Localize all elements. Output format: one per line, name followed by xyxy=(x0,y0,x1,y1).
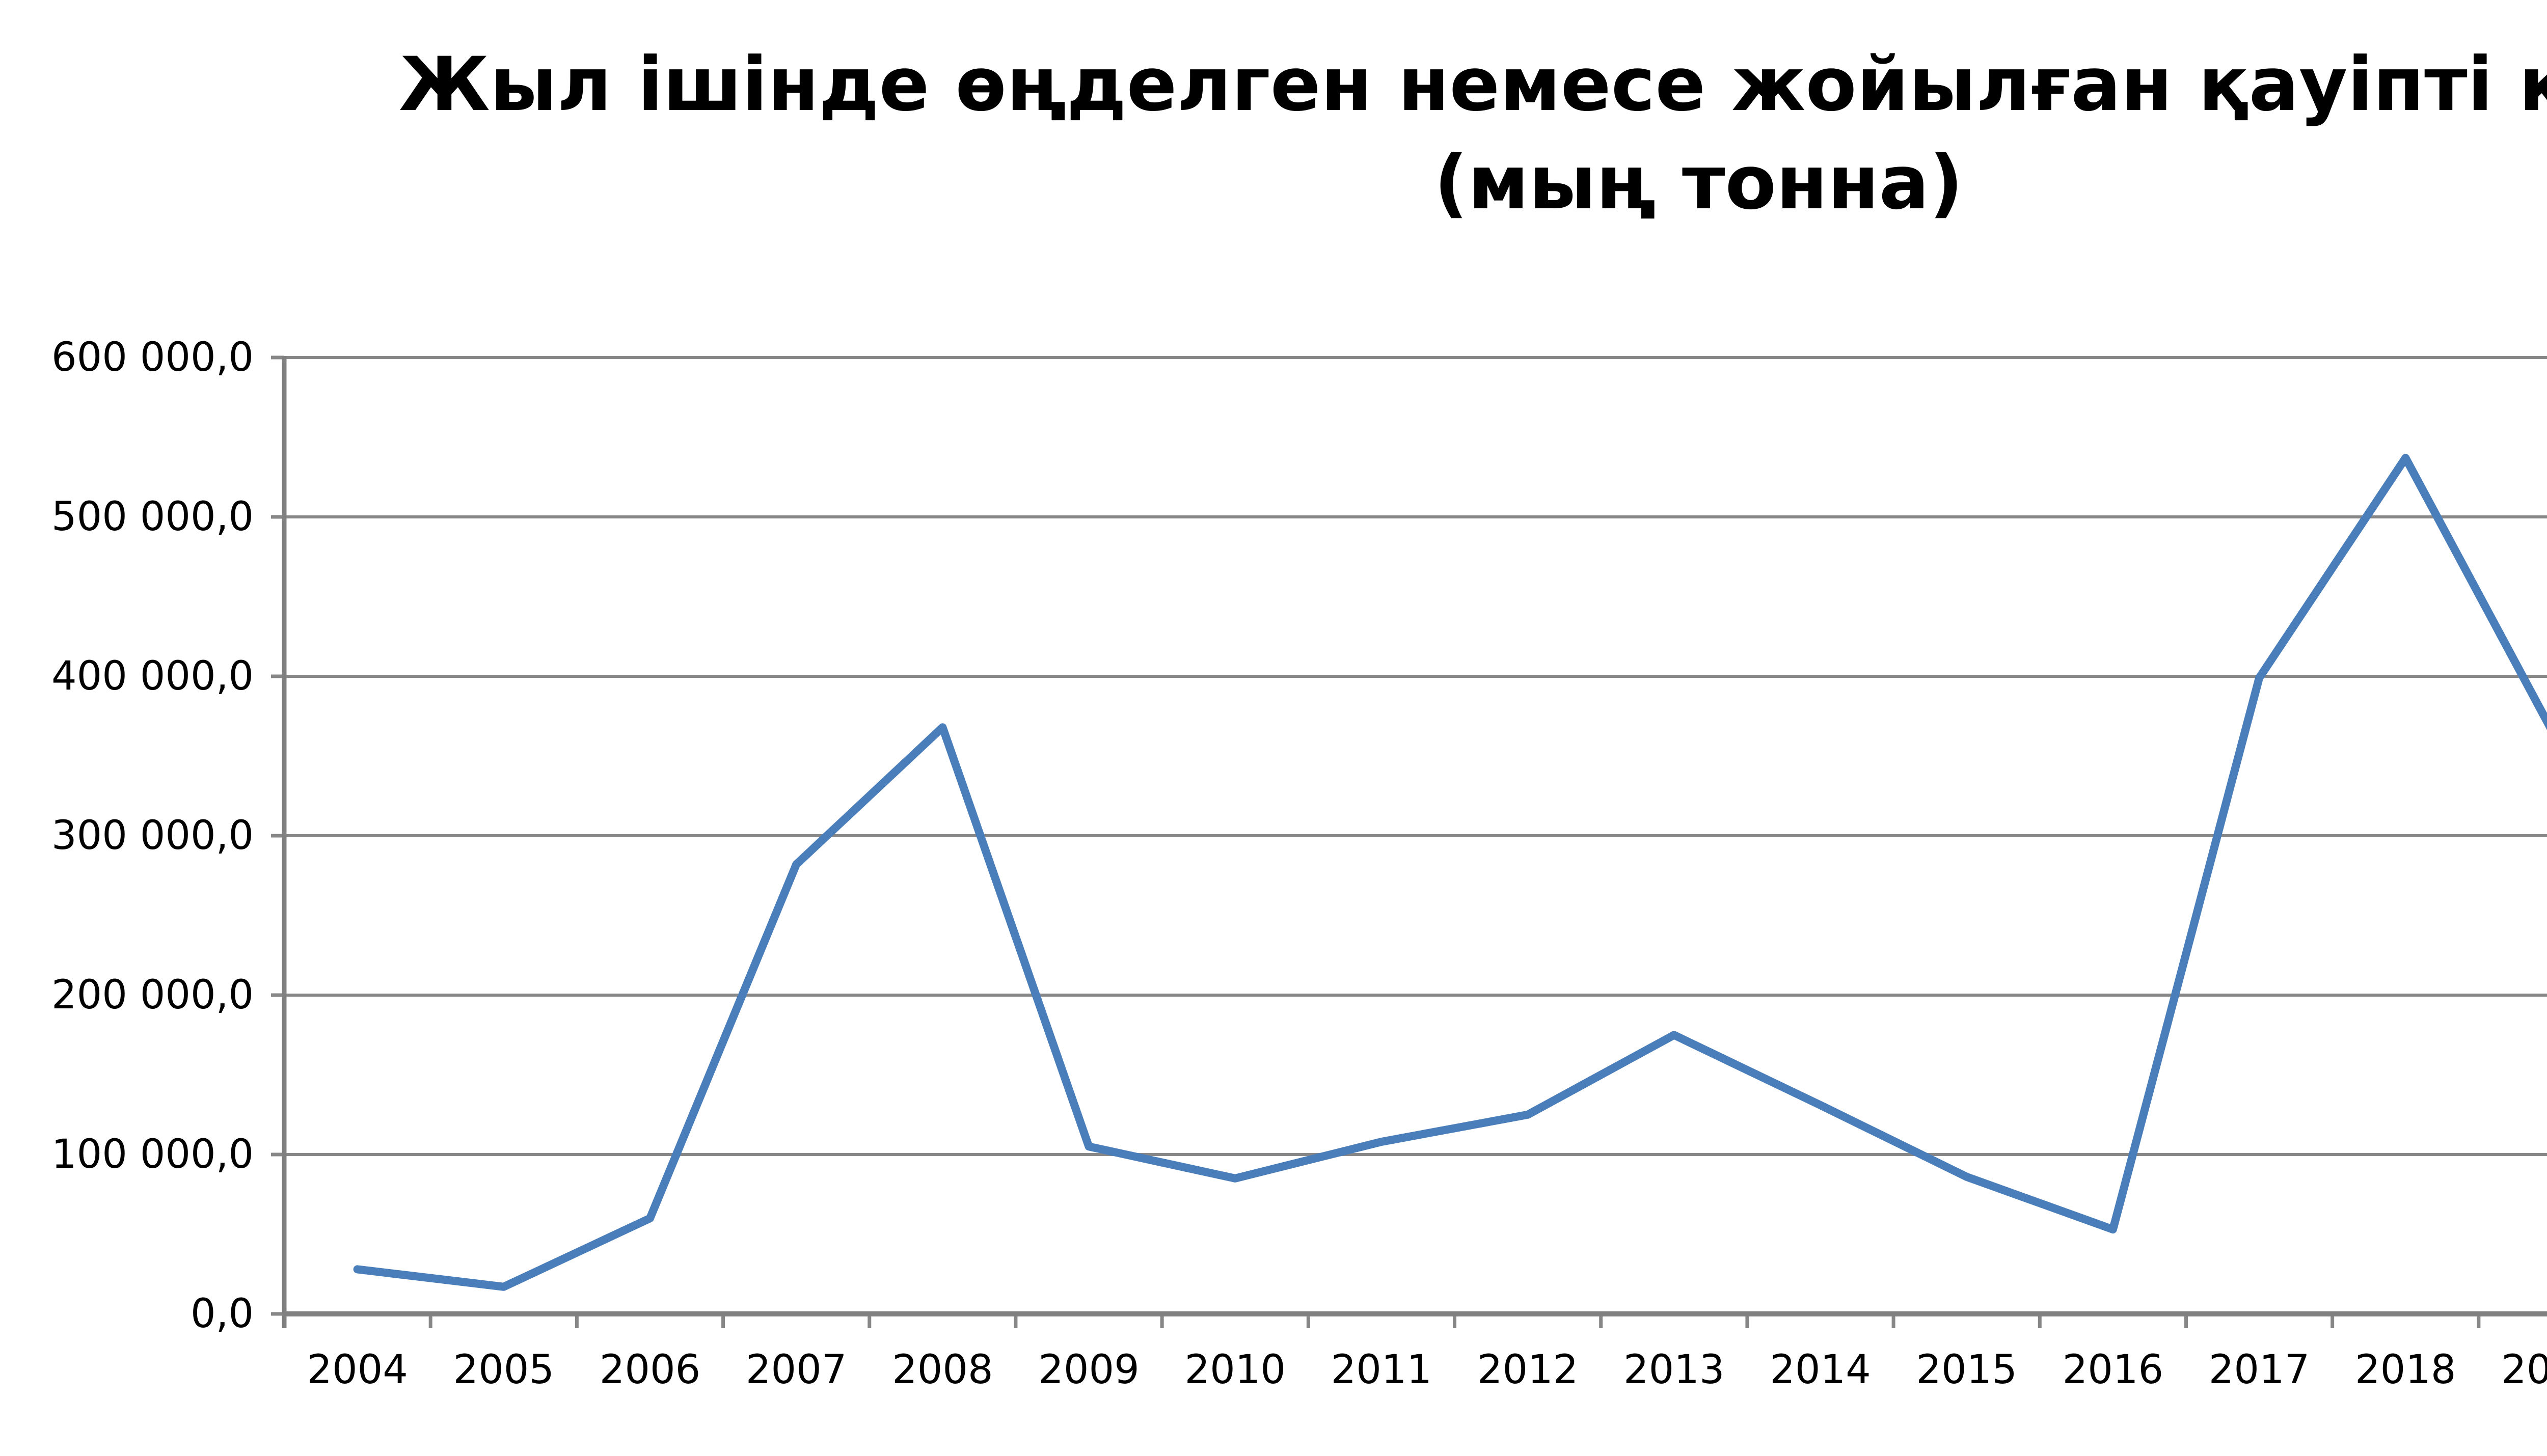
x-axis-tick-label: 2006 xyxy=(599,1347,701,1393)
x-axis-tick-label: 2018 xyxy=(2354,1347,2456,1393)
y-axis-tick-label: 600 000,0 xyxy=(51,335,254,380)
x-axis-tick-label: 2007 xyxy=(745,1347,847,1393)
x-axis-tick-label: 2011 xyxy=(1331,1347,1432,1393)
chart-title: Жыл ішінде өңделген немесе жойылған қауі… xyxy=(0,36,2547,232)
x-axis-tick-label: 2004 xyxy=(307,1347,408,1393)
y-axis-tick-label: 0,0 xyxy=(190,1291,254,1337)
chart-title-line1: Жыл ішінде өңделген немесе жойылған қауі… xyxy=(399,41,2547,128)
x-axis-tick-label: 2013 xyxy=(1623,1347,1725,1393)
x-axis-tick-label: 2012 xyxy=(1477,1347,1579,1393)
x-axis-tick-label: 2017 xyxy=(2208,1347,2310,1393)
y-axis-tick-label: 400 000,0 xyxy=(51,653,254,699)
x-axis-tick-label: 2005 xyxy=(453,1347,555,1393)
x-axis-tick-label: 2010 xyxy=(1184,1347,1286,1393)
y-axis-tick-label: 500 000,0 xyxy=(51,494,254,540)
x-axis-tick-label: 2019 xyxy=(2501,1347,2547,1393)
y-axis-tick-label: 100 000,0 xyxy=(51,1132,254,1177)
x-axis-tick-label: 2015 xyxy=(1916,1347,2017,1393)
chart-title-line2: (мың тонна) xyxy=(1434,139,1963,226)
data-series-line xyxy=(353,454,2547,1291)
x-axis-tick-label: 2014 xyxy=(1770,1347,1871,1393)
x-axis-tick-label: 2016 xyxy=(2062,1347,2164,1393)
y-axis-tick-label: 300 000,0 xyxy=(51,813,254,859)
y-axis-tick-label: 200 000,0 xyxy=(51,972,254,1018)
x-axis-tick-label: 2009 xyxy=(1038,1347,1140,1393)
x-axis-tick-label: 2008 xyxy=(892,1347,993,1393)
